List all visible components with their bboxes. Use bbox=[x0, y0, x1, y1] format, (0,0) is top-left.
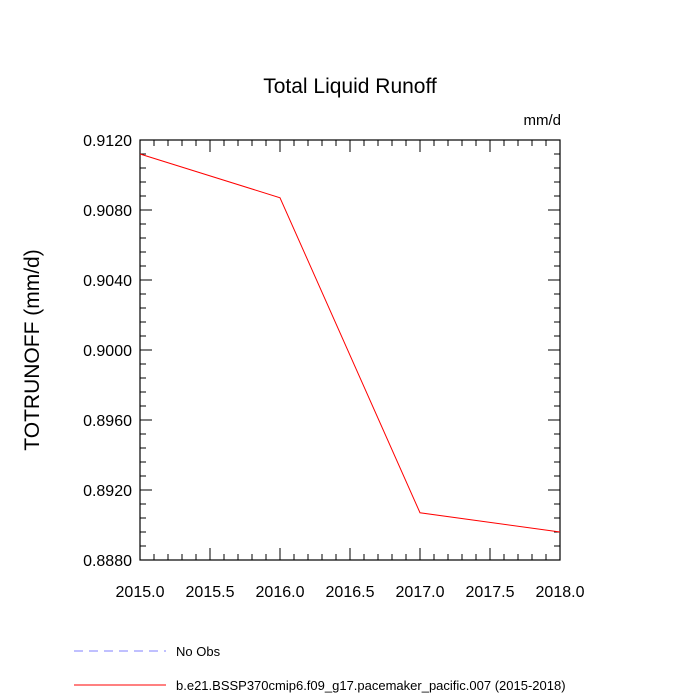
legend: No Obs b.e21.BSSP370cmip6.f09_g17.pacemak… bbox=[74, 644, 566, 693]
units-label: mm/d bbox=[524, 112, 562, 129]
y-tick-label: 0.9080 bbox=[83, 203, 132, 220]
x-tick-label: 2018.0 bbox=[536, 584, 585, 601]
y-tick-label: 0.8920 bbox=[83, 483, 132, 500]
x-tick-label: 2015.5 bbox=[186, 584, 235, 601]
y-tick-label: 0.9000 bbox=[83, 343, 132, 360]
x-tick-label: 2017.0 bbox=[396, 584, 445, 601]
x-tick-label: 2017.5 bbox=[466, 584, 515, 601]
x-tick-label: 2016.5 bbox=[326, 584, 375, 601]
x-tick-labels: 2015.0 2015.5 2016.0 2016.5 2017.0 2017.5 2018… bbox=[116, 584, 585, 601]
y-tick-label: 0.9120 bbox=[83, 133, 132, 150]
y-tick-label: 0.8880 bbox=[83, 553, 132, 570]
axis-ticks bbox=[139, 139, 561, 561]
x-tick-label: 2015.0 bbox=[116, 584, 165, 601]
chart-title: Total Liquid Runoff bbox=[263, 75, 437, 98]
y-axis-label: TOTRUNOFF (mm/d) bbox=[21, 249, 44, 450]
y-tick-labels: 0.8880 0.8920 0.8960 0.9000 0.9040 0.9080 0.91… bbox=[83, 133, 132, 570]
series-group bbox=[139, 153, 561, 533]
plot-frame bbox=[139, 139, 561, 561]
series-line bbox=[139, 153, 561, 533]
y-tick-label: 0.8960 bbox=[83, 413, 132, 430]
y-tick-label: 0.9040 bbox=[83, 273, 132, 290]
legend-label: b.e21.BSSP370cmip6.f09_g17.pacemaker_pac… bbox=[176, 678, 566, 693]
x-tick-label: 2016.0 bbox=[256, 584, 305, 601]
legend-label: No Obs bbox=[176, 644, 221, 659]
